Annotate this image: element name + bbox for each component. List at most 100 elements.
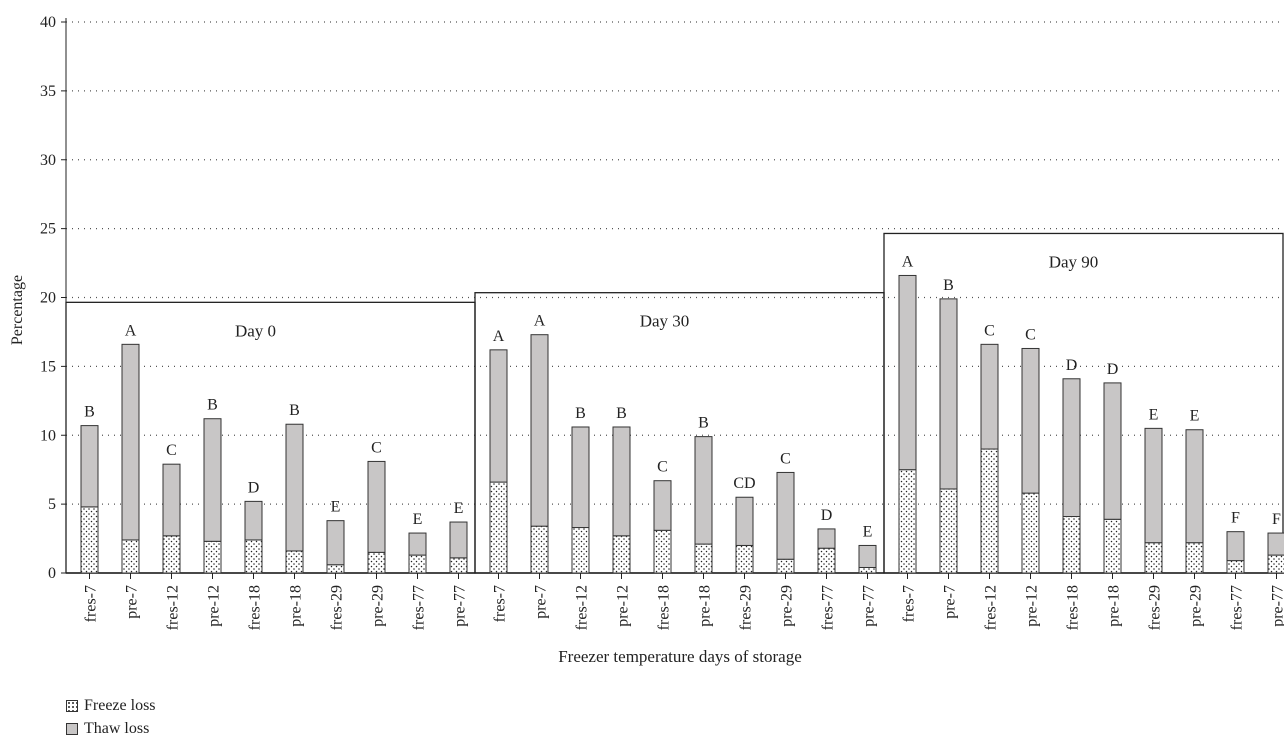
bar-thaw-loss	[80, 425, 99, 508]
bar-freeze-loss	[1062, 516, 1081, 574]
bar-freeze-loss	[80, 506, 99, 574]
bar-freeze-loss	[1144, 542, 1163, 574]
x-tick-label: fres-77	[411, 585, 428, 630]
bar-freeze-loss	[530, 525, 549, 574]
day-group-boxes: Day 0 Day 30 Day 90	[65, 232, 1284, 574]
significance-letter: E	[331, 499, 341, 516]
bar-freeze-loss	[1226, 560, 1245, 574]
x-tick-label: fres-12	[574, 585, 591, 630]
bar-freeze-loss	[653, 529, 672, 574]
x-tick-label: pre-7	[942, 585, 959, 619]
x-tick-label: fres-77	[820, 585, 837, 630]
significance-letter: C	[166, 442, 177, 459]
significance-letter: B	[207, 397, 218, 414]
significance-letter: D	[248, 479, 260, 496]
group-label: Day 30	[640, 312, 690, 331]
x-tick-label: pre-77	[452, 585, 469, 627]
bar-thaw-loss	[326, 520, 345, 566]
significance-letter: C	[780, 450, 791, 467]
x-tick-label: pre-29	[370, 585, 387, 627]
bar-thaw-loss	[653, 480, 672, 531]
bar-thaw-loss	[858, 544, 877, 568]
x-tick-label: fres-7	[83, 585, 100, 622]
x-tick-label: fres-29	[1147, 585, 1164, 630]
x-tick-label: pre-18	[697, 585, 714, 627]
x-tick-label: pre-29	[1188, 585, 1205, 627]
significance-letter: C	[657, 459, 668, 476]
y-tick-label: 0	[48, 565, 56, 582]
bar-thaw-loss	[1226, 531, 1245, 562]
significance-letter: A	[534, 313, 546, 330]
gridlines	[66, 21, 1284, 505]
y-tick-label: 10	[40, 427, 56, 444]
significance-letter: A	[125, 322, 137, 339]
bar-thaw-loss	[939, 298, 958, 490]
bar-thaw-loss	[1185, 429, 1204, 544]
x-tick-label: pre-12	[615, 585, 632, 627]
legend-item-freeze: Freeze loss	[66, 697, 156, 715]
significance-letter: E	[454, 500, 464, 517]
x-tick-label: fres-7	[901, 585, 918, 622]
x-tick-label: pre-18	[288, 585, 305, 627]
x-tick-label: pre-77	[1270, 585, 1284, 627]
bar-thaw-loss	[1267, 532, 1284, 556]
significance-letter: C	[371, 439, 382, 456]
bar-freeze-loss	[776, 558, 795, 574]
y-tick-label: 35	[40, 83, 56, 100]
x-tick-label: pre-12	[206, 585, 223, 627]
bar-freeze-loss	[244, 539, 263, 574]
y-tick-label: 30	[40, 152, 56, 169]
x-tick-label: pre-7	[533, 585, 550, 619]
y-tick-label: 40	[40, 14, 56, 31]
significance-letter: F	[1272, 511, 1281, 528]
group-label: Day 0	[235, 321, 276, 340]
bar-freeze-loss	[858, 566, 877, 574]
x-tick-label: fres-7	[492, 585, 509, 622]
significance-letter: E	[863, 523, 873, 540]
y-tick-label: 25	[40, 221, 56, 238]
bar-freeze-loss	[1103, 518, 1122, 574]
significance-letter: E	[1149, 406, 1159, 423]
bar-thaw-loss	[530, 334, 549, 527]
bar-freeze-loss	[367, 551, 386, 574]
significance-letter: E	[1190, 408, 1200, 425]
x-tick-label: pre-7	[124, 585, 141, 619]
x-tick-label: fres-29	[738, 585, 755, 630]
bar-thaw-loss	[694, 436, 713, 545]
bar-thaw-loss	[244, 500, 263, 541]
significance-letter: E	[413, 511, 423, 528]
bar-freeze-loss	[449, 557, 468, 574]
bar-thaw-loss	[980, 343, 999, 450]
bar-thaw-loss	[121, 343, 140, 541]
legend-item-thaw: Thaw loss	[66, 720, 149, 738]
bar-freeze-loss	[1185, 542, 1204, 574]
significance-letter: B	[575, 405, 586, 422]
bar-thaw-loss	[449, 521, 468, 559]
y-tick-label: 20	[40, 290, 56, 307]
y-tick-label: 15	[40, 358, 56, 375]
bar-thaw-loss	[817, 528, 836, 549]
bar-thaw-loss	[735, 496, 754, 546]
bar-freeze-loss	[489, 481, 508, 574]
x-tick-label: fres-12	[983, 585, 1000, 630]
significance-letter: B	[84, 404, 95, 421]
bar-thaw-loss	[1021, 347, 1040, 494]
significance-letter: D	[821, 507, 833, 524]
x-tick-label: fres-18	[1065, 585, 1082, 630]
legend-thaw-label: Thaw loss	[84, 720, 150, 737]
significance-letter: D	[1107, 361, 1119, 378]
group-label: Day 90	[1049, 252, 1099, 271]
bar-freeze-loss	[162, 535, 181, 574]
x-tick-label: fres-18	[656, 585, 673, 630]
y-axis-label: Percentage	[9, 275, 26, 345]
bar-freeze-loss	[735, 544, 754, 574]
x-tick-label: pre-18	[1106, 585, 1123, 627]
thaw-loss-swatch	[66, 723, 78, 735]
bar-freeze-loss	[612, 535, 631, 574]
bar-freeze-loss	[939, 488, 958, 574]
group-box	[883, 232, 1284, 574]
bar-thaw-loss	[162, 463, 181, 537]
x-tick-label: fres-12	[165, 585, 182, 630]
bar-freeze-loss	[121, 539, 140, 574]
